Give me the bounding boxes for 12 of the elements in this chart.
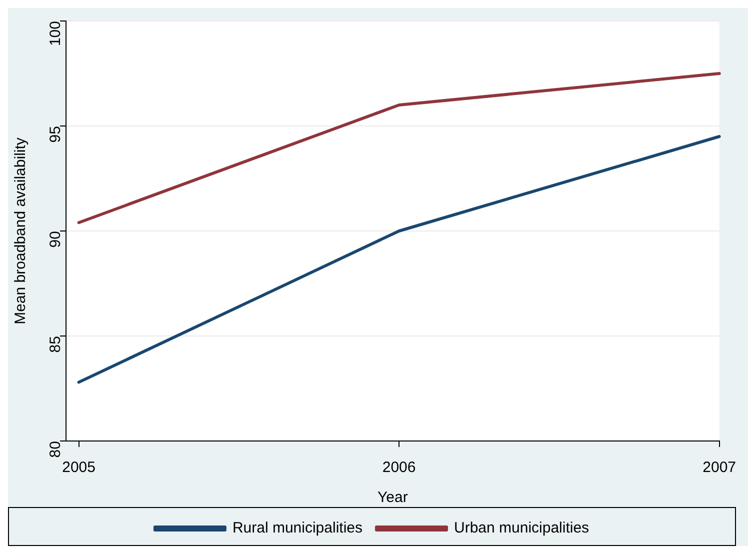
y-axis-title: Mean broadband availability xyxy=(12,137,30,324)
legend-label: Rural municipalities xyxy=(232,520,363,537)
y-tick-label: 100 xyxy=(47,21,64,46)
legend-label: Urban municipalities xyxy=(454,520,590,537)
y-tick-label: 90 xyxy=(47,231,64,248)
x-axis-title: Year xyxy=(378,489,408,506)
y-tick-label: 80 xyxy=(47,441,64,458)
y-tick-label: 95 xyxy=(47,126,64,143)
x-tick-label: 2007 xyxy=(702,459,736,476)
x-tick-label: 2006 xyxy=(382,459,416,476)
x-tick-label: 2005 xyxy=(62,459,96,476)
y-tick-label: 85 xyxy=(47,336,64,353)
